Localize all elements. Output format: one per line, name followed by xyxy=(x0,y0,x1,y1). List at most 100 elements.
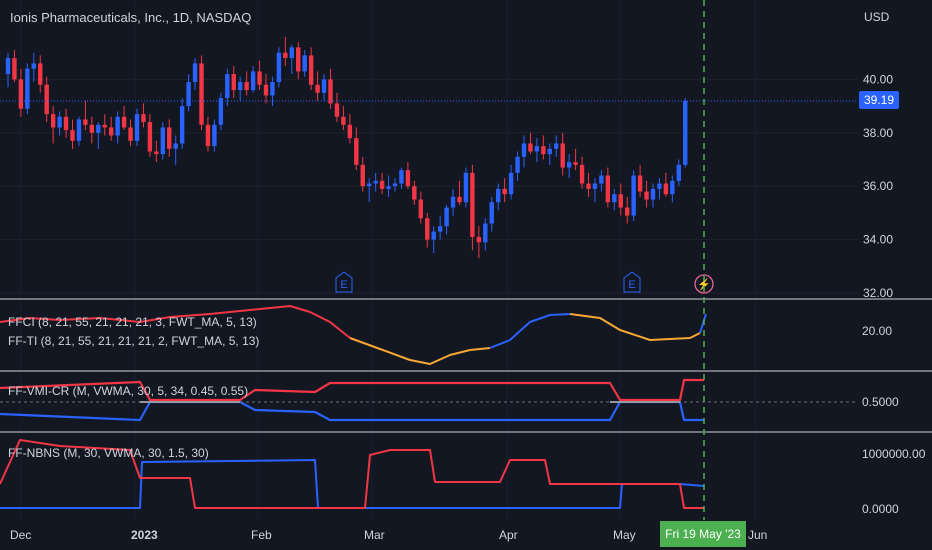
candle-body xyxy=(70,130,75,141)
candle-body xyxy=(483,223,488,243)
time-axis-label-may: May xyxy=(613,528,636,542)
candle-body xyxy=(470,172,475,237)
candle-body xyxy=(270,82,275,96)
candle-body xyxy=(186,82,191,107)
candle-body xyxy=(173,143,178,149)
candle-body xyxy=(296,47,301,72)
ffci-line-segment xyxy=(0,305,351,339)
price-axis-tick: 36.00 xyxy=(863,179,893,193)
candle-body xyxy=(160,127,165,155)
candle-body xyxy=(534,146,540,152)
candle-body xyxy=(431,231,436,240)
vmi-axis-tick: 0.5000 xyxy=(862,395,899,409)
indicator-vmi-label[interactable]: FF-VMI-CR (M, VWMA, 30, 5, 34, 0.45, 0.5… xyxy=(8,384,249,398)
candle-body xyxy=(521,143,527,157)
candle-body xyxy=(218,98,224,125)
candle-body xyxy=(167,127,172,149)
event-label: E xyxy=(628,279,635,291)
candle-body xyxy=(599,175,604,184)
candle-body xyxy=(302,55,307,72)
indicator-ffti-label[interactable]: FF-TI (8, 21, 55, 21, 21, 21, 2, FWT_MA,… xyxy=(8,334,260,348)
candle-body xyxy=(386,186,391,189)
candle-body xyxy=(44,84,49,115)
candle-body xyxy=(83,119,88,125)
time-axis-label-dec: Dec xyxy=(10,528,32,542)
candle-body xyxy=(147,122,153,152)
grid-lines xyxy=(0,78,932,433)
indicator-nbns-label[interactable]: FF-NBNS (M, 30, VWMA, 30, 1.5, 30) xyxy=(8,446,209,460)
candle-body xyxy=(379,180,385,189)
candle-body xyxy=(347,124,353,139)
crosshair-date-badge: Fri 19 May '23 xyxy=(660,521,746,547)
candle-body xyxy=(179,106,185,144)
candle-body xyxy=(554,143,559,149)
candle-body xyxy=(263,84,269,96)
last-price-badge: 39.19 xyxy=(859,91,899,109)
candle-body xyxy=(257,71,262,85)
candle-body xyxy=(199,63,204,125)
candle-body xyxy=(476,236,482,243)
nbns-axis-tick-high: 1000000.00 xyxy=(862,447,926,461)
candle-body xyxy=(289,47,294,59)
candle-body xyxy=(489,202,494,224)
vmi-line-blue xyxy=(0,400,704,422)
indicator-lines xyxy=(0,305,858,509)
candle-body xyxy=(425,218,430,240)
time-axis-label-mar: Mar xyxy=(364,528,385,542)
candle-body xyxy=(96,124,101,133)
candle-body xyxy=(457,196,462,203)
candle-body xyxy=(50,114,56,128)
price-axis-tick: 38.00 xyxy=(863,126,893,140)
candle-body xyxy=(244,82,249,91)
symbol-title[interactable]: Ionis Pharmaceuticals, Inc., 1D, NASDAQ xyxy=(10,10,252,25)
price-candles xyxy=(5,36,688,259)
candle-body xyxy=(5,58,11,75)
candle-body xyxy=(276,52,282,83)
candle-body xyxy=(573,162,578,165)
candle-body xyxy=(612,194,617,203)
ffci-line-segment xyxy=(489,313,571,349)
price-axis-tick: 32.00 xyxy=(863,286,893,300)
candle-body xyxy=(418,199,423,219)
candle-body xyxy=(231,74,236,91)
candle-body xyxy=(670,180,675,195)
candle-body xyxy=(405,170,411,187)
price-axis-tick: 40.00 xyxy=(863,72,893,86)
candle-body xyxy=(315,84,320,93)
candle-body xyxy=(592,183,598,189)
time-axis-label-apr: Apr xyxy=(499,528,518,542)
candle-body xyxy=(515,156,520,173)
candle-body xyxy=(12,58,17,80)
candle-body xyxy=(141,114,146,123)
candle-body xyxy=(57,116,62,128)
candle-body xyxy=(212,124,217,147)
candle-body xyxy=(579,164,585,184)
candle-body xyxy=(18,79,24,109)
candle-body xyxy=(115,116,120,136)
currency-label[interactable]: USD xyxy=(864,10,890,24)
candle-body xyxy=(89,124,95,133)
candle-body xyxy=(437,226,443,232)
candle-body xyxy=(683,101,688,165)
candle-body xyxy=(508,172,514,195)
candle-body xyxy=(354,138,359,165)
indicator-ffci-label[interactable]: FFCI (8, 21, 55, 21, 21, 21, 3, FWT_MA, … xyxy=(8,315,257,329)
candle-body xyxy=(412,186,417,200)
candle-body xyxy=(31,63,36,69)
candle-body xyxy=(547,148,552,155)
candle-body xyxy=(109,127,114,136)
overlay: 40.00 38.00 36.00 34.00 32.00 E E ⚡ xyxy=(0,0,893,520)
candle-body xyxy=(631,175,636,216)
candle-body xyxy=(38,63,43,85)
vmi-line-red xyxy=(0,378,704,402)
candle-body xyxy=(154,151,159,155)
earnings-icon xyxy=(335,271,353,293)
candle-body xyxy=(650,188,656,200)
candle-body xyxy=(463,172,469,203)
time-axis-label-feb: Feb xyxy=(251,528,272,542)
candle-body xyxy=(586,183,591,189)
candle-body xyxy=(283,52,288,59)
candle-body xyxy=(308,55,314,85)
